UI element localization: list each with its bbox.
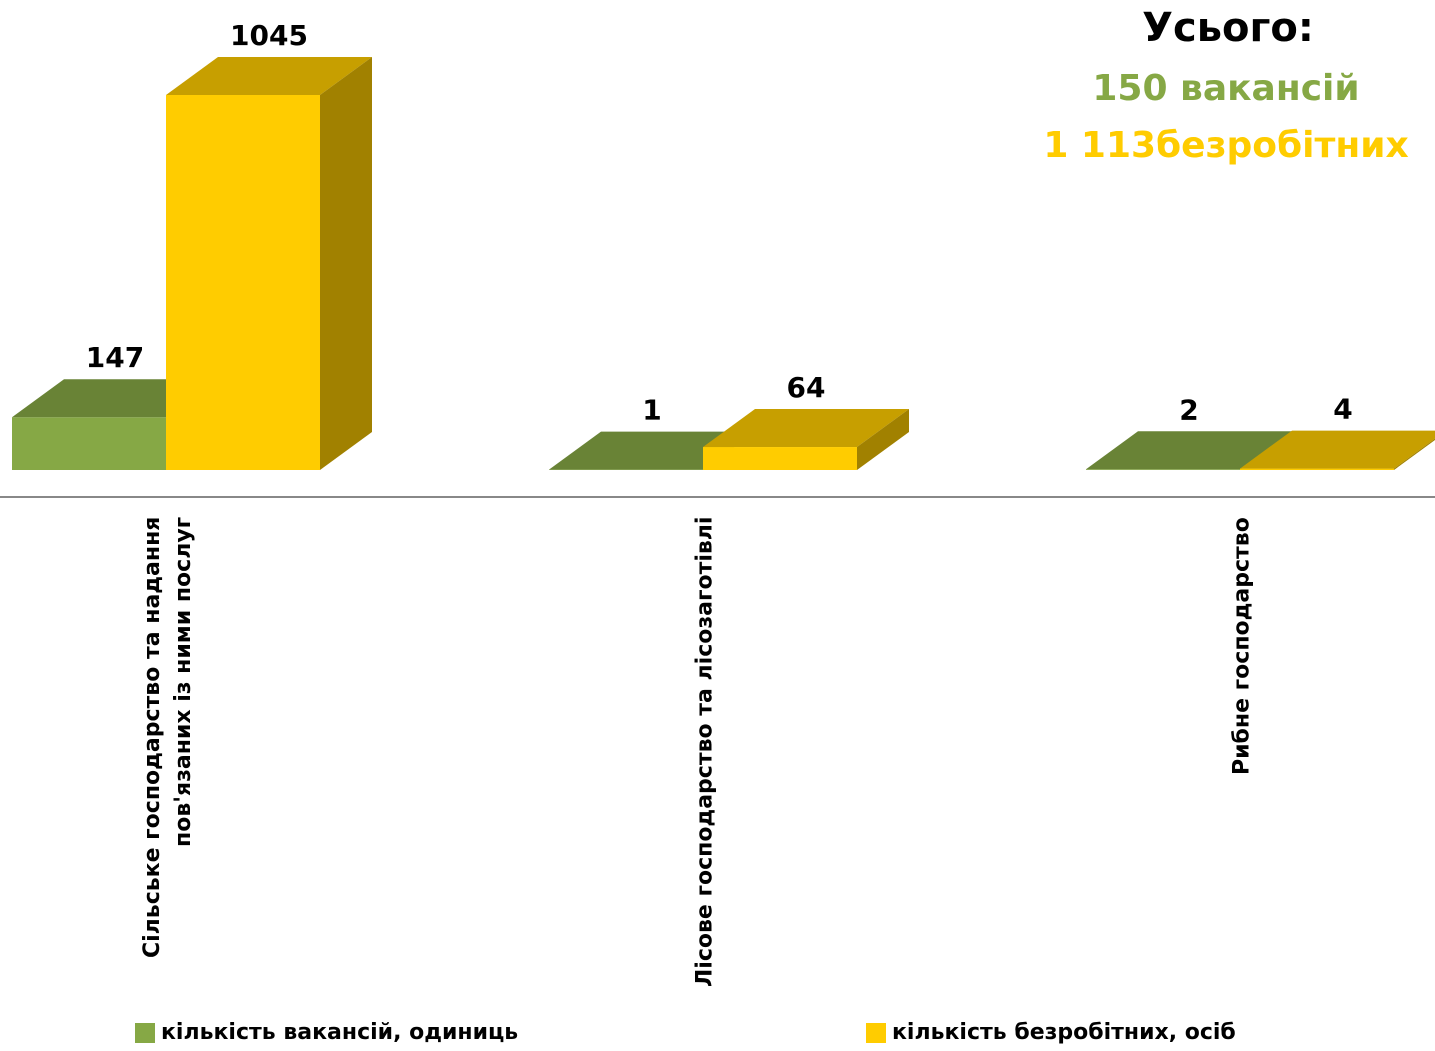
bar-front: [12, 417, 166, 470]
total-unemployed: 1 113безробітних: [1043, 125, 1408, 166]
bar-front: [1086, 469, 1240, 470]
bar-top: [1086, 431, 1292, 470]
data-label: 1: [642, 394, 661, 427]
legend-swatch: [866, 1022, 886, 1043]
legend-swatch: [135, 1022, 155, 1043]
data-label: 64: [787, 371, 826, 404]
total-title: Усього:: [1142, 5, 1314, 51]
category-label: Рибне господарство: [1229, 517, 1255, 775]
bar-front: [1240, 468, 1394, 470]
bar-front: [703, 447, 857, 470]
legend-item: кількість безробітних, осіб: [866, 1020, 1236, 1045]
data-label: 4: [1333, 393, 1352, 426]
bar-top: [703, 409, 909, 448]
data-label: 1045: [230, 19, 308, 52]
data-label: 147: [86, 341, 144, 374]
legend-label: кількість вакансій, одиниць: [161, 1020, 519, 1045]
bar-side: [1394, 438, 1435, 470]
data-label: 2: [1179, 393, 1198, 426]
bar-front: [166, 95, 320, 470]
bar-side: [320, 57, 372, 470]
category-label: Лісове господарство та лісозаготівлі: [692, 517, 718, 988]
bar-side: [857, 409, 909, 470]
bar-top: [166, 57, 372, 95]
bar-top: [1240, 430, 1435, 469]
category-label: Сільське господарство та надання пов'яза…: [140, 517, 196, 959]
legend-item: кількість вакансій, одиниць: [135, 1020, 518, 1045]
legend-label: кількість безробітних, осіб: [892, 1020, 1236, 1045]
total-vacancies: 150 вакансій: [1092, 68, 1359, 109]
